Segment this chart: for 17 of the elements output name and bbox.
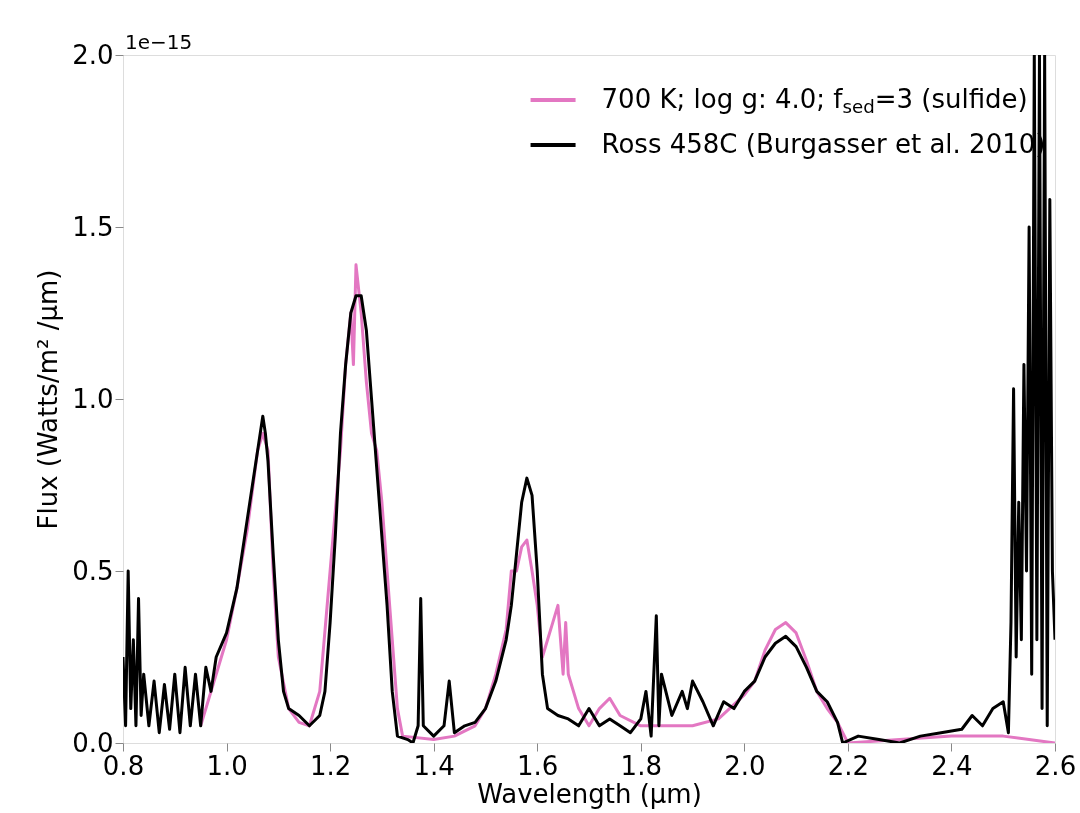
x-tick-label: 1.6 <box>517 750 559 781</box>
x-tick-label: 2.6 <box>1034 750 1077 781</box>
y-axis-title: Flux (Watts/m² /μm) <box>33 269 64 530</box>
y-tick-label: 2.0 <box>72 39 114 70</box>
x-tick-label: 2.4 <box>931 750 973 781</box>
y-tick-label: 1.0 <box>72 383 114 414</box>
y-tick-label: 1.5 <box>72 211 114 242</box>
y-tick-label: 0.5 <box>72 555 114 586</box>
x-tick-label: 2.2 <box>827 750 870 781</box>
x-tick-label: 2.0 <box>724 750 766 781</box>
x-tick-label: 1.4 <box>413 750 455 781</box>
x-axis-title: Wavelength (μm) <box>477 778 702 809</box>
x-tick-label: 1.0 <box>206 750 248 781</box>
x-tick-label: 1.8 <box>620 750 662 781</box>
x-tick-label: 1.2 <box>309 750 352 781</box>
line-series <box>123 55 1055 743</box>
text: 1e−15 <box>125 30 193 54</box>
